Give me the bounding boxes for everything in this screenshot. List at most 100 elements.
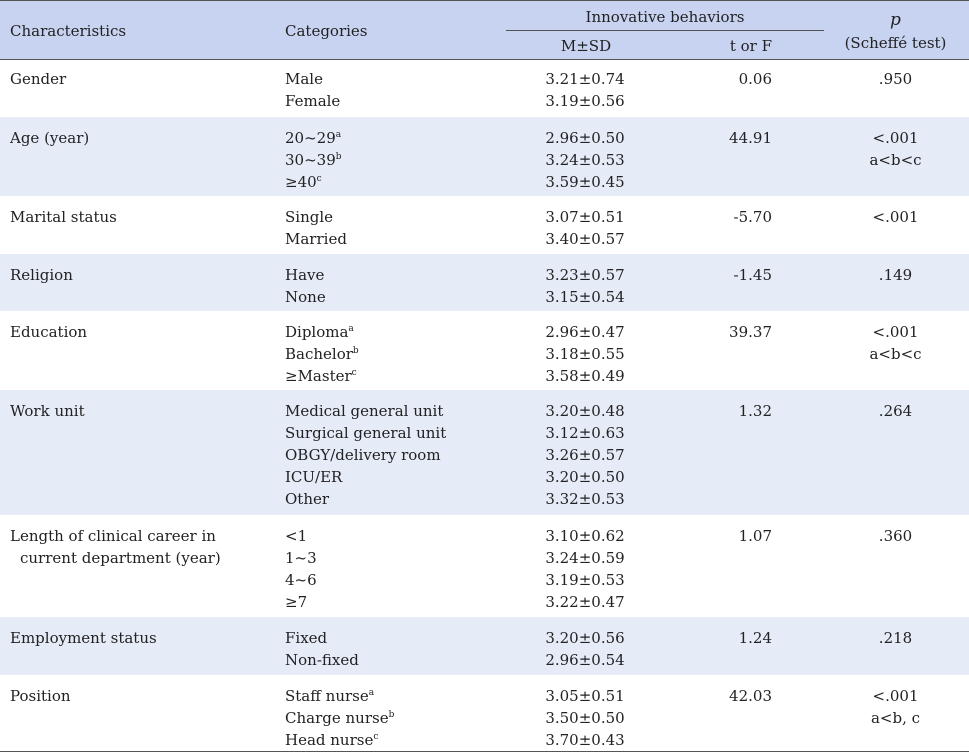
category-superscript: c [373, 732, 379, 742]
category-text: ≥40 [285, 173, 317, 191]
msd-value: 2.96±0.50 [545, 129, 625, 147]
tf-value: 1.32 [738, 402, 772, 420]
msd-cell: 2.96±0.47 3.18±0.55 3.58±0.49 [505, 321, 665, 387]
category-label: 20~29a [285, 127, 342, 149]
category-cell: Single Married [285, 206, 347, 250]
p-cell: <.001 a<b, c [822, 685, 969, 729]
category-label: ≥7 [285, 591, 317, 613]
category-text: ≥7 [285, 593, 308, 611]
msd-value: 3.24±0.59 [545, 549, 625, 567]
characteristic-text: Length of clinical career in [10, 527, 216, 545]
category-label: Medical general unit [285, 400, 446, 422]
tf-value: 1.07 [738, 527, 772, 545]
p-cell: <.001 a<b<c [822, 321, 969, 365]
msd-value: 3.18±0.55 [545, 345, 625, 363]
tf-value: 44.91 [729, 129, 772, 147]
category-text: Bachelor [285, 345, 353, 363]
msd-cell: 3.23±0.57 3.15±0.54 [505, 264, 665, 308]
tf-cell: 39.37 [672, 321, 772, 343]
msd-value: 3.10±0.62 [545, 527, 625, 545]
category-label: <1 [285, 525, 317, 547]
characteristic-text: Education [10, 323, 88, 341]
category-text: 20~29 [285, 129, 336, 147]
table-row: Marital status Single Married 3.07±0.51 3.40… [0, 196, 969, 254]
p-value: .360 [878, 527, 913, 545]
scheffe-result: a<b, c [870, 709, 921, 727]
tf-cell: 1.24 [672, 627, 772, 649]
category-text: Female [285, 92, 341, 110]
msd-cell: 3.07±0.51 3.40±0.57 [505, 206, 665, 250]
tf-value: 1.24 [738, 629, 772, 647]
msd-value: 3.19±0.56 [545, 92, 625, 110]
p-cell: .360 [822, 525, 969, 547]
category-superscript: c [316, 174, 322, 184]
msd-cell: 3.10±0.62 3.24±0.59 3.19±0.53 3.22±0.47 [505, 525, 665, 613]
category-label: Bachelorb [285, 343, 359, 365]
tf-cell: 42.03 [672, 685, 772, 707]
header-categories: Categories [285, 22, 368, 40]
category-text: Other [285, 490, 330, 508]
category-label: Staff nursea [285, 685, 394, 707]
category-label: OBGY/delivery room [285, 444, 446, 466]
category-text: Married [285, 230, 347, 248]
tf-cell: 1.32 [672, 400, 772, 422]
msd-value: 3.26±0.57 [545, 446, 625, 464]
p-cell: .218 [822, 627, 969, 649]
msd-value: 3.70±0.43 [545, 731, 625, 749]
header-p: p [890, 10, 901, 30]
msd-value: 3.24±0.53 [545, 151, 625, 169]
category-cell: Fixed Non-fixed [285, 627, 359, 671]
msd-value: 3.19±0.53 [545, 571, 625, 589]
characteristic-cell: Gender [10, 68, 66, 90]
p-cell: <.001 [822, 206, 969, 228]
p-value: <.001 [872, 129, 919, 147]
msd-value: 3.21±0.74 [545, 70, 625, 88]
category-superscript: a [348, 324, 354, 334]
category-text: Single [285, 208, 334, 226]
category-label: ≥Masterc [285, 365, 359, 387]
category-text: Head nurse [285, 731, 374, 749]
msd-cell: 2.96±0.50 3.24±0.53 3.59±0.45 [505, 127, 665, 193]
table-row: Religion Have None 3.23±0.57 3.15±0.54 -1.45.… [0, 254, 969, 311]
category-label: Head nursec [285, 729, 394, 751]
category-text: Diploma [285, 323, 349, 341]
category-cell: Have None [285, 264, 326, 308]
msd-value: 3.50±0.50 [545, 709, 625, 727]
table-row: Work unit Medical general unit Surgical ge… [0, 390, 969, 515]
category-cell: <1 1~3 4~6 ≥7 [285, 525, 317, 613]
category-label: Have [285, 264, 326, 286]
msd-cell: 3.21±0.74 3.19±0.56 [505, 68, 665, 112]
category-text: Male [285, 70, 323, 88]
category-superscript: a [368, 688, 375, 698]
category-text: Have [285, 266, 325, 284]
characteristic-text: Work unit [10, 402, 85, 420]
p-value: <.001 [872, 208, 919, 226]
category-label: Surgical general unit [285, 422, 446, 444]
category-cell: Staff nursea Charge nurseb Head nursec [285, 685, 394, 751]
tf-value: 39.37 [729, 323, 772, 341]
tf-value: 0.06 [738, 70, 772, 88]
msd-value: 3.58±0.49 [545, 367, 625, 385]
header-characteristics: Characteristics [10, 22, 127, 40]
p-value: .264 [878, 402, 913, 420]
p-cell: <.001 a<b<c [822, 127, 969, 171]
msd-cell: 3.20±0.56 2.96±0.54 [505, 627, 665, 671]
table-row: Age (year) 20~29a 30~39b ≥40c 2.96±0.50 3.24±… [0, 117, 969, 196]
p-value: .950 [878, 70, 913, 88]
characteristic-cell: Religion [10, 264, 73, 286]
msd-value: 3.12±0.63 [545, 424, 625, 442]
category-superscript: b [388, 710, 395, 720]
characteristic-cell: Age (year) [10, 127, 89, 149]
tf-cell: 44.91 [672, 127, 772, 149]
category-label: Non-fixed [285, 649, 359, 671]
category-superscript: b [352, 346, 359, 356]
msd-cell: 3.20±0.48 3.12±0.63 3.26±0.57 3.20±0.50 3.32… [505, 400, 665, 510]
table-row: Gender Male Female 3.21±0.74 3.19±0.56 0.06 .9… [0, 58, 969, 117]
characteristic-text: Marital status [10, 208, 117, 226]
category-cell: Male Female [285, 68, 340, 112]
header-msd: M±SD [560, 37, 612, 55]
msd-value: 3.20±0.50 [545, 468, 625, 486]
category-text: Non-fixed [285, 651, 359, 669]
category-text: 30~39 [285, 151, 336, 169]
